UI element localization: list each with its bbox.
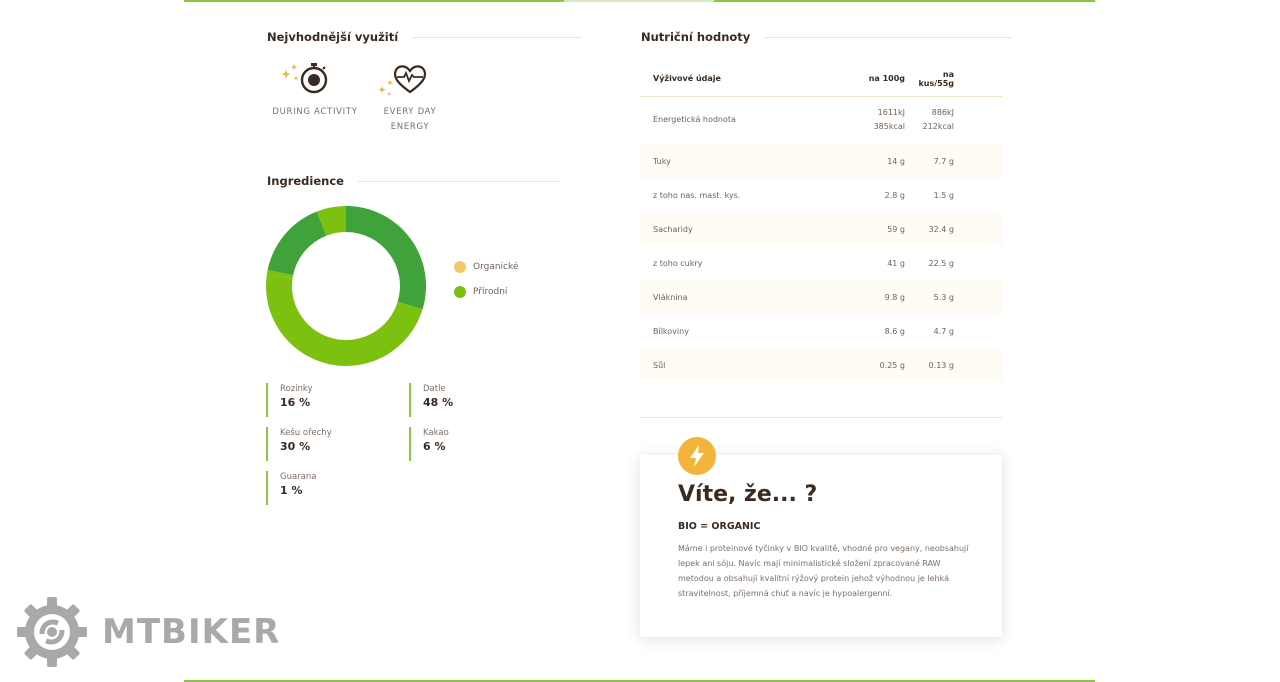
donut-slice-ke-u-o-echy	[346, 206, 426, 310]
legend-organic: Organické	[454, 261, 518, 273]
ingredient-kakao: Kakao 6 %	[409, 427, 449, 461]
table-row: Sůl 0.25 g 0.13 g	[640, 348, 1002, 382]
donut-slice-datle	[265, 274, 423, 367]
table-row: Sacharidy 59 g 32.4 g	[640, 212, 1002, 246]
header-per-100g: na 100g	[785, 62, 905, 97]
nutrition-title: Nutriční hodnoty	[641, 30, 1013, 44]
legend-natural-dot	[454, 286, 466, 298]
header-per-piece: na kus/55g	[905, 62, 1002, 97]
lightning-icon	[678, 437, 716, 475]
did-you-know-body: Máme i proteinové tyčinky v BIO kvalitě,…	[678, 544, 969, 598]
table-row: z toho cukry 41 g 22.5 g	[653, 258, 954, 268]
did-you-know-subtitle: BIO = ORGANIC	[678, 521, 761, 532]
table-row: Energetická hodnota 1611kJ 385kcal 886kJ 2…	[653, 108, 954, 132]
mtbiker-logo-text: MTBIKER	[102, 612, 281, 652]
ingredient-guarana: Guarana 1 %	[266, 471, 316, 505]
table-row: Vláknina 9.8 g 5.3 g	[640, 280, 1002, 314]
legend-natural: Přírodní	[454, 286, 507, 298]
header-nutrition: Výživové údaje	[640, 62, 785, 97]
stopwatch-icon	[280, 60, 330, 100]
ingredient-datle: Datle 48 %	[409, 383, 453, 417]
usage-title: Nejvhodnější využití	[267, 30, 583, 44]
donut-slice-rozinky	[267, 211, 327, 276]
mtbiker-watermark: MTBIKER	[16, 596, 280, 668]
section-divider	[640, 417, 1002, 418]
heart-pulse-icon	[376, 62, 430, 102]
table-row: Tuky 14 g 7.7 g	[640, 144, 1002, 178]
ingredients-donut-chart	[265, 206, 426, 367]
legend-organic-dot	[454, 261, 466, 273]
donut-slice-kakao	[316, 206, 346, 236]
donut-slice-guarana	[266, 269, 294, 279]
usage-during-activity: DURING ACTIVITY	[272, 107, 358, 117]
ingredient-kesu: Kešu ořechy 30 %	[266, 427, 332, 461]
bottom-divider	[184, 680, 1095, 682]
top-divider	[184, 0, 1095, 2]
did-you-know-title: Víte, že... ?	[678, 482, 818, 507]
did-you-know-card	[640, 455, 1002, 637]
nutrition-table: Výživové údaje na 100g na kus/55g Energe…	[640, 62, 1002, 382]
gear-logo-icon	[17, 597, 87, 667]
table-row: Bílkoviny 8.6 g 4.7 g	[653, 326, 954, 336]
nutrition-header-row: Výživové údaje na 100g na kus/55g	[640, 62, 1002, 97]
table-row: z toho nas. mast. kys. 2.8 g 1.5 g	[653, 190, 954, 200]
ingredients-title: Ingredience	[267, 174, 560, 188]
ingredient-rozinky: Rozinky 16 %	[266, 383, 313, 417]
usage-every-day-energy: EVERY DAY ENERGY	[383, 107, 437, 132]
